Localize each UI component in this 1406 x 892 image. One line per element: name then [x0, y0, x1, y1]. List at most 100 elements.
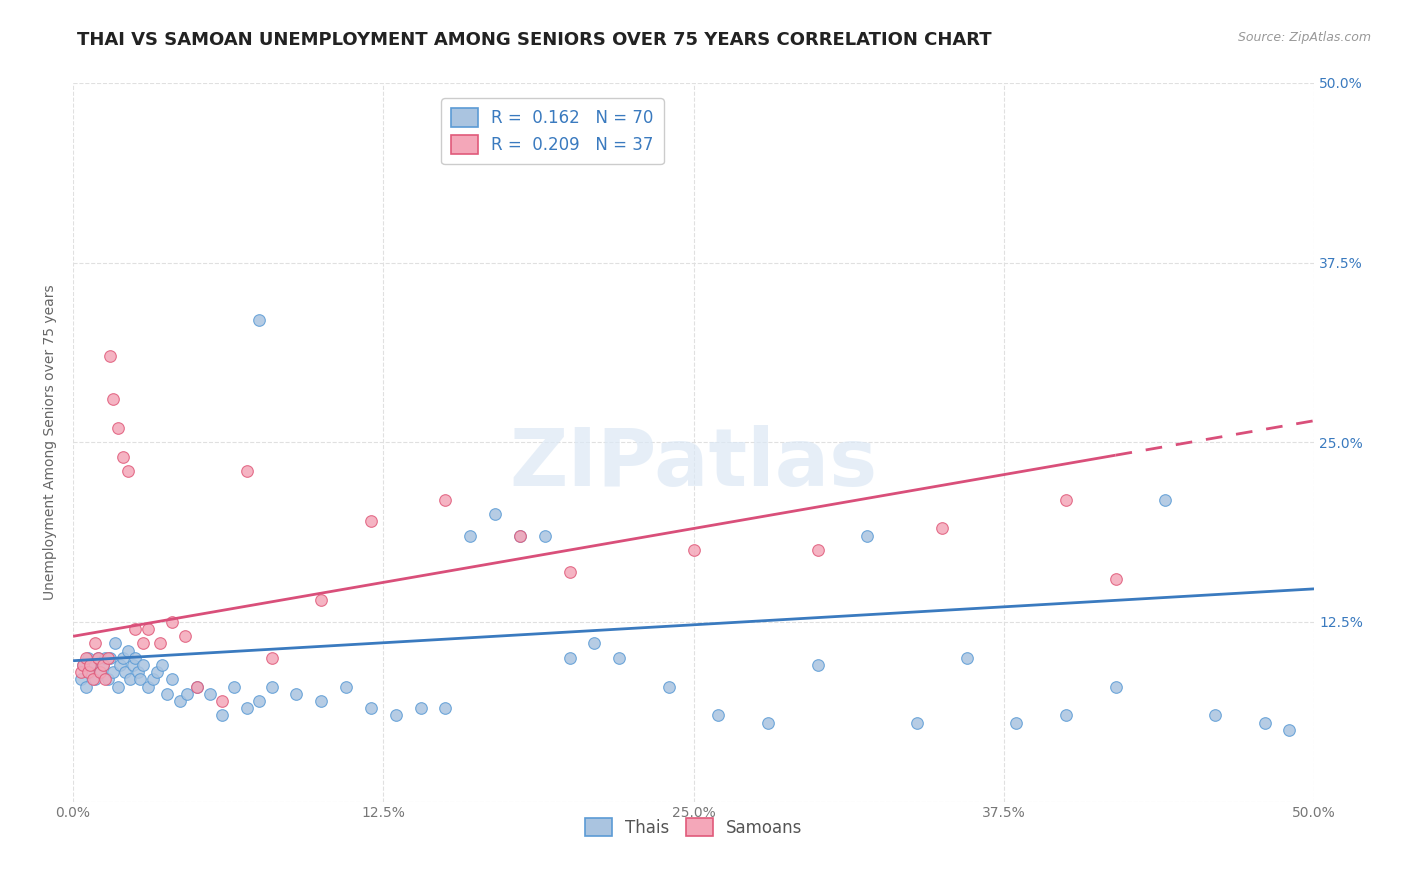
Point: [434, 701, 457, 715]
Point: [211, 708, 233, 723]
Point: [186, 680, 208, 694]
Text: THAI VS SAMOAN UNEMPLOYMENT AMONG SENIORS OVER 75 YEARS CORRELATION CHART: THAI VS SAMOAN UNEMPLOYMENT AMONG SENIOR…: [77, 31, 993, 49]
Point: [124, 650, 146, 665]
Point: [87, 650, 110, 665]
Point: [72, 658, 94, 673]
Point: [1054, 492, 1077, 507]
Point: [247, 694, 270, 708]
Point: [434, 492, 457, 507]
Point: [384, 708, 406, 723]
Point: [146, 665, 169, 680]
Point: [236, 464, 259, 478]
Point: [82, 658, 104, 673]
Point: [136, 680, 159, 694]
Point: [311, 694, 333, 708]
Point: [107, 680, 129, 694]
Point: [121, 658, 143, 673]
Y-axis label: Unemployment Among Seniors over 75 years: Unemployment Among Seniors over 75 years: [44, 285, 58, 600]
Point: [409, 701, 432, 715]
Point: [607, 650, 630, 665]
Point: [104, 636, 127, 650]
Point: [97, 673, 120, 687]
Point: [169, 694, 191, 708]
Point: [84, 673, 107, 687]
Point: [162, 615, 184, 629]
Text: Source: ZipAtlas.com: Source: ZipAtlas.com: [1237, 31, 1371, 45]
Point: [69, 665, 91, 680]
Point: [117, 464, 139, 478]
Point: [87, 650, 110, 665]
Point: [360, 514, 382, 528]
Point: [89, 665, 111, 680]
Point: [98, 650, 121, 665]
Point: [211, 694, 233, 708]
Point: [260, 650, 283, 665]
Point: [98, 349, 121, 363]
Point: [111, 650, 134, 665]
Point: [558, 565, 581, 579]
Point: [117, 643, 139, 657]
Point: [509, 529, 531, 543]
Point: [101, 665, 124, 680]
Point: [1104, 572, 1126, 586]
Point: [173, 629, 195, 643]
Point: [658, 680, 681, 694]
Point: [311, 593, 333, 607]
Point: [260, 680, 283, 694]
Point: [107, 421, 129, 435]
Point: [1104, 680, 1126, 694]
Point: [931, 521, 953, 535]
Point: [75, 650, 97, 665]
Point: [1005, 715, 1028, 730]
Point: [198, 687, 221, 701]
Point: [956, 650, 979, 665]
Point: [1054, 708, 1077, 723]
Point: [335, 680, 357, 694]
Point: [509, 529, 531, 543]
Point: [905, 715, 928, 730]
Point: [458, 529, 481, 543]
Point: [97, 650, 120, 665]
Point: [129, 673, 152, 687]
Point: [101, 392, 124, 406]
Point: [149, 636, 172, 650]
Point: [583, 636, 606, 650]
Point: [75, 680, 97, 694]
Point: [79, 658, 101, 673]
Point: [360, 701, 382, 715]
Point: [131, 658, 153, 673]
Text: ZIPatlas: ZIPatlas: [509, 425, 877, 503]
Point: [1253, 715, 1275, 730]
Point: [1204, 708, 1226, 723]
Point: [682, 543, 704, 558]
Legend: Thais, Samoans: Thais, Samoans: [578, 812, 808, 844]
Point: [120, 673, 142, 687]
Point: [162, 673, 184, 687]
Point: [91, 658, 114, 673]
Point: [69, 673, 91, 687]
Point: [856, 529, 879, 543]
Point: [152, 658, 174, 673]
Point: [91, 658, 114, 673]
Point: [236, 701, 259, 715]
Point: [176, 687, 198, 701]
Point: [247, 313, 270, 327]
Point: [94, 650, 117, 665]
Point: [285, 687, 308, 701]
Point: [72, 658, 94, 673]
Point: [94, 673, 117, 687]
Point: [141, 673, 163, 687]
Point: [77, 665, 100, 680]
Point: [186, 680, 208, 694]
Point: [707, 708, 730, 723]
Point: [558, 650, 581, 665]
Point: [127, 665, 149, 680]
Point: [224, 680, 246, 694]
Point: [807, 543, 830, 558]
Point: [807, 658, 830, 673]
Point: [484, 507, 506, 521]
Point: [82, 673, 104, 687]
Point: [77, 650, 100, 665]
Point: [84, 636, 107, 650]
Point: [110, 658, 132, 673]
